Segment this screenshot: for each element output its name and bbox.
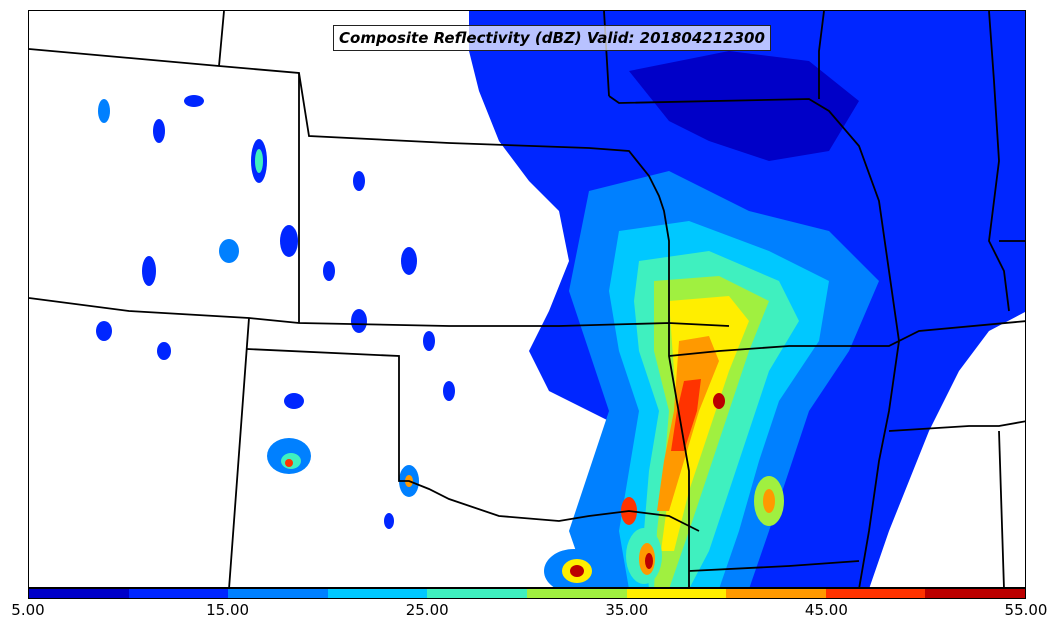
reflectivity-map: Composite Reflectivity (dBZ) Valid: 2018…: [28, 10, 1026, 588]
colorbar-tick-label: 35.00: [605, 601, 649, 619]
colorbar-swatch: [726, 589, 826, 598]
colorbar-tick-label: 25.00: [405, 601, 449, 619]
echo-region-north-inner: [629, 51, 859, 161]
colorbar-swatch: [925, 589, 1025, 598]
precipitation-layer: [96, 11, 1025, 587]
map-title: Composite Reflectivity (dBZ) Valid: 2018…: [333, 25, 771, 51]
colorbar-tick-label: 5.00: [11, 601, 45, 619]
colorbar-tick-label: 15.00: [206, 601, 250, 619]
scattered-cells-west: [96, 95, 455, 529]
colorbar-swatch: [228, 589, 328, 598]
colorbar-swatch: [526, 589, 627, 598]
boundary-line: [998, 430, 1005, 587]
colorbar: [28, 588, 1026, 599]
boundary-line: [218, 11, 300, 587]
colorbar-swatch: [626, 589, 727, 598]
map-canvas: [29, 11, 1025, 587]
echo-region-red: [671, 379, 701, 451]
colorbar-swatch: [327, 589, 428, 598]
boundary-line: [688, 560, 860, 572]
boundary-line: [988, 11, 1010, 312]
boundary-line: [29, 297, 730, 327]
boundary-line: [246, 348, 700, 532]
colorbar-swatch: [427, 589, 527, 598]
boundary-line: [29, 48, 670, 323]
severe-cells-south: [544, 393, 784, 587]
boundary-line: [858, 340, 900, 587]
colorbar-swatch: [128, 589, 229, 598]
boundary-line: [668, 320, 1025, 357]
boundary-line: [668, 323, 690, 587]
colorbar-tick-label: 45.00: [804, 601, 848, 619]
boundary-line: [608, 95, 900, 342]
colorbar-swatch: [29, 589, 129, 598]
colorbar-swatch: [825, 589, 926, 598]
boundary-line: [888, 420, 1025, 432]
state-boundaries: [29, 11, 1025, 587]
colorbar-tick-label: 55.00: [1004, 601, 1048, 619]
